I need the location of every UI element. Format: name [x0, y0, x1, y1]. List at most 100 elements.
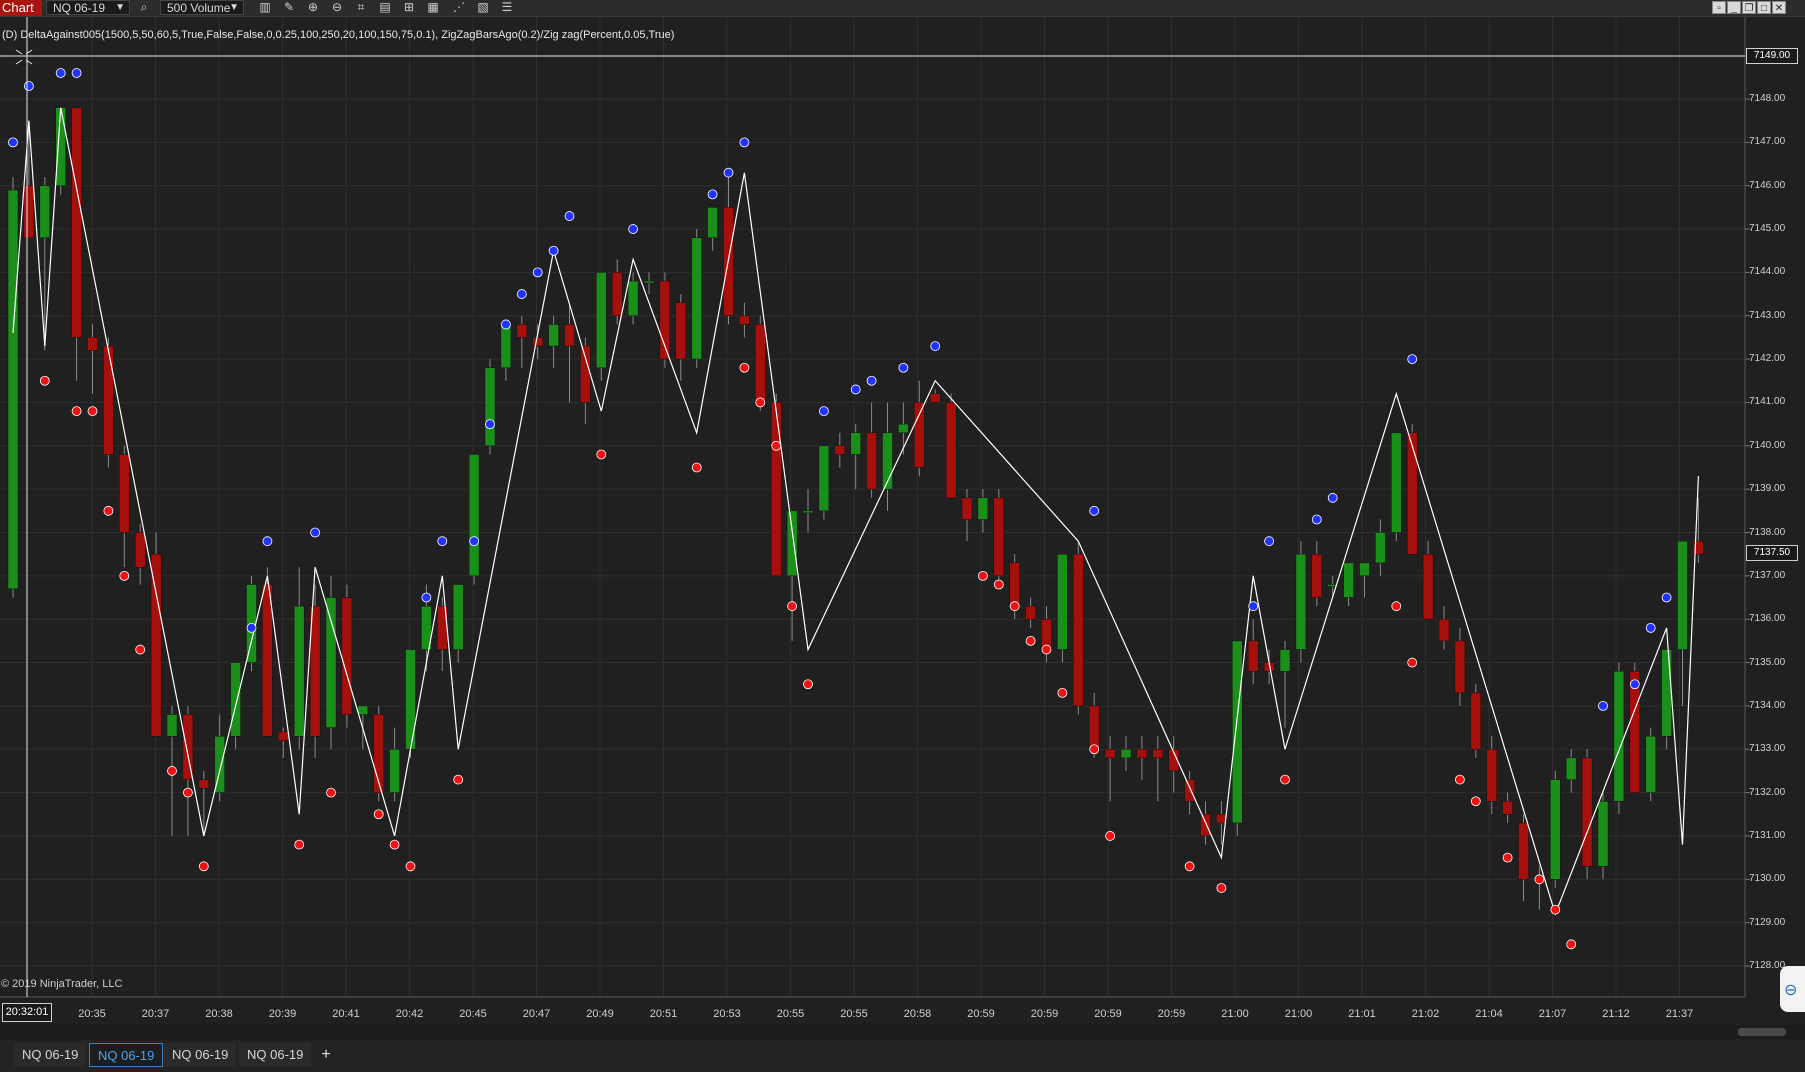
marker-red-dot — [373, 809, 384, 820]
time-axis-label: 20:59 — [1030, 1008, 1059, 1020]
marker-red-dot — [691, 462, 702, 473]
candle-up — [405, 649, 416, 750]
tab-nq-06-19-3[interactable]: NQ 06-19 — [164, 1043, 237, 1067]
time-axis-label: 20:35 — [78, 1008, 106, 1020]
chart-tab-bar: NQ 06-19 NQ 06-19 NQ 06-19 NQ 06-19 + — [0, 1040, 1805, 1072]
candle-up — [596, 272, 607, 369]
marker-red-dot — [294, 839, 305, 850]
candle-down — [1184, 779, 1195, 802]
candle-up — [1120, 749, 1132, 759]
last-price-label: 7137.50 — [1746, 545, 1798, 561]
marker-blue-dot — [1645, 622, 1656, 633]
marker-blue-dot — [71, 68, 82, 78]
candle-up — [357, 705, 369, 715]
draw-pencil-icon[interactable]: ✎ — [283, 0, 295, 14]
candle-down — [373, 714, 384, 793]
marker-red-dot — [1391, 601, 1402, 612]
marker-red-dot — [135, 644, 146, 655]
side-panel-toggle[interactable]: ⊖ — [1780, 966, 1805, 1012]
horizontal-scrollbar[interactable] — [0, 1025, 1805, 1039]
chart-window-label: Chart — [0, 0, 42, 16]
marker-blue-dot — [723, 167, 734, 178]
zoom-in-icon[interactable]: ⊕ — [307, 0, 319, 14]
time-axis-label: 20:39 — [268, 1008, 297, 1020]
candle-down — [1486, 749, 1497, 802]
tile-icon[interactable]: ▫ — [1712, 1, 1726, 14]
price-axis-label: 7144.00 — [1749, 266, 1786, 278]
price-axis-label: 7139.00 — [1749, 483, 1786, 495]
marker-red-dot — [182, 787, 193, 798]
marker-blue-dot — [1327, 492, 1338, 503]
candle-up — [1295, 553, 1307, 650]
properties-icon[interactable]: ⊞ — [403, 0, 415, 14]
marker-blue-dot — [421, 592, 432, 603]
indicator-label: (D) DeltaAgainst005(1500,5,50,60,5,True,… — [2, 29, 675, 41]
indicators-icon[interactable]: ▦ — [427, 0, 439, 14]
maximize-icon[interactable]: □ — [1757, 1, 1771, 14]
restore-icon[interactable]: ❐ — [1742, 1, 1756, 14]
marker-blue-dot — [532, 267, 543, 278]
marker-red-dot — [1057, 687, 1068, 698]
strategies-icon[interactable]: ⋰ — [453, 0, 465, 14]
candle-down — [739, 315, 750, 325]
close-icon[interactable]: ✕ — [1772, 1, 1786, 14]
candle-up — [7, 189, 19, 590]
price-axis-label: 7141.00 — [1749, 396, 1786, 408]
add-tab-button[interactable]: + — [321, 1046, 331, 1063]
list-icon[interactable]: ☰ — [501, 0, 513, 14]
candle-up — [850, 432, 861, 455]
candle-down — [1152, 749, 1164, 759]
price-axis-label: 7132.00 — [1749, 786, 1786, 798]
candle-up — [1661, 649, 1672, 737]
candle-down — [1581, 757, 1593, 867]
zoom-out-icon[interactable]: ⊖ — [331, 0, 343, 14]
marker-blue-dot — [1248, 601, 1259, 612]
crosshair-time-label: 20:32:01 — [2, 1003, 52, 1022]
search-icon[interactable]: ⌕ — [140, 0, 148, 14]
candle-down — [278, 731, 289, 741]
marker-red-dot — [1534, 874, 1545, 885]
minimize-icon[interactable]: _ — [1727, 1, 1741, 14]
price-axis-label: 7135.00 — [1749, 656, 1786, 668]
marker-blue-dot — [739, 137, 750, 148]
candle-down — [1518, 822, 1529, 880]
marker-blue-dot — [437, 536, 448, 547]
price-axis-label: 7146.00 — [1749, 179, 1786, 191]
candle-up — [882, 432, 893, 490]
candle-up — [166, 714, 178, 737]
price-axis-label: 7143.00 — [1749, 309, 1786, 321]
instrument-selector[interactable]: NQ 06-19 ▼ — [46, 0, 130, 15]
marker-blue-dot — [1661, 592, 1672, 603]
candle-down — [564, 324, 575, 347]
marker-blue-dot — [1311, 514, 1322, 525]
data-box-icon[interactable]: ▤ — [379, 0, 391, 14]
marker-red-dot — [326, 787, 336, 798]
candle-up — [1057, 553, 1068, 650]
time-axis-label: 21:00 — [1284, 1008, 1313, 1020]
time-axis-label: 20:37 — [141, 1008, 170, 1020]
candle-up — [1279, 649, 1291, 672]
candle-down — [1454, 640, 1466, 694]
tab-nq-06-19-2[interactable]: NQ 06-19 — [89, 1043, 164, 1067]
time-axis-label: 20:59 — [967, 1008, 995, 1020]
time-axis-label: 20:53 — [713, 1008, 741, 1020]
price-chart[interactable] — [0, 0, 1805, 1040]
candle-up — [421, 605, 432, 650]
tab-nq-06-19-4[interactable]: NQ 06-19 — [239, 1043, 312, 1067]
crosshair-icon[interactable]: ⌗ — [357, 0, 365, 14]
templates-icon[interactable]: ▧ — [477, 0, 489, 14]
chat-icon: ⊖ — [1784, 982, 1798, 999]
bars-type-icon[interactable]: ▥ — [259, 0, 271, 14]
scrollbar-thumb[interactable] — [1738, 1028, 1786, 1036]
interval-selector[interactable]: 500 Volume ▼ — [160, 0, 244, 15]
candle-up — [1613, 670, 1625, 802]
marker-red-dot — [39, 375, 50, 386]
marker-red-dot — [1025, 635, 1036, 646]
candle-up — [55, 107, 66, 186]
price-axis-label: 7133.00 — [1749, 743, 1786, 755]
marker-blue-dot — [8, 137, 18, 148]
copyright-text: © 2019 NinjaTrader, LLC — [1, 978, 123, 990]
tab-nq-06-19-1[interactable]: NQ 06-19 — [14, 1043, 87, 1067]
marker-blue-dot — [628, 224, 638, 234]
candle-up — [39, 185, 51, 238]
